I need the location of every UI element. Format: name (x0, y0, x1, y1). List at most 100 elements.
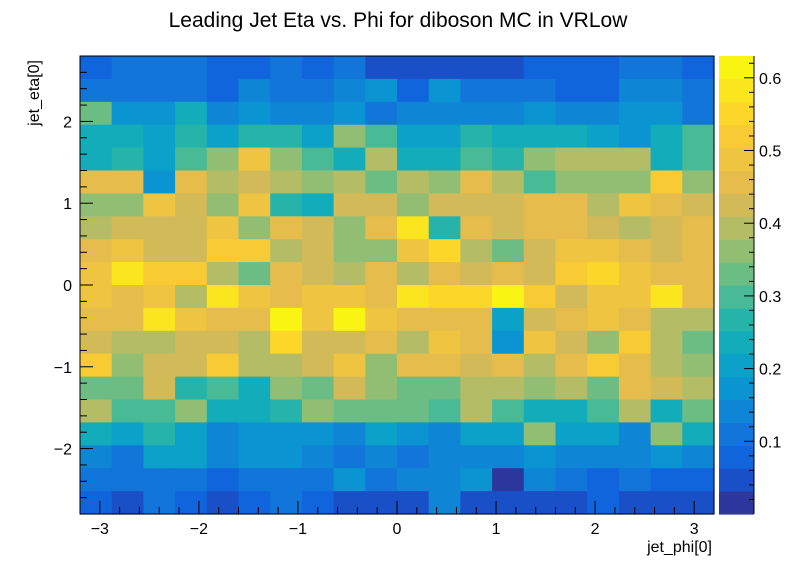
palette-swatch (719, 147, 754, 172)
heatmap-cell (397, 399, 430, 423)
heatmap-cell (555, 262, 588, 286)
heatmap-cell (397, 353, 430, 378)
palette-swatch (719, 422, 754, 446)
heatmap-cell (523, 193, 557, 217)
heatmap-cell (397, 422, 430, 446)
palette-swatch (719, 262, 754, 286)
heatmap-cell (555, 193, 588, 217)
heatmap-cell (555, 330, 588, 355)
palette-tick-label: 0.5 (759, 144, 781, 161)
heatmap-cell (428, 262, 461, 286)
heatmap-cell (523, 216, 557, 240)
heatmap-cell (428, 124, 461, 149)
heatmap-cell (206, 262, 240, 286)
x-tick-label: 2 (591, 521, 600, 538)
heatmap-cell (270, 124, 303, 149)
heatmap-cell (80, 353, 113, 378)
heatmap-cell (555, 376, 588, 401)
heatmap-cell (111, 78, 144, 103)
heatmap-cell (587, 193, 620, 217)
heatmap-cell (143, 445, 176, 469)
heatmap-cell (492, 193, 525, 217)
heatmap-cell (111, 262, 144, 286)
heatmap-cell (460, 101, 493, 126)
heatmap-cell (650, 353, 683, 378)
heatmap-cell (587, 56, 620, 80)
heatmap-cell (143, 56, 176, 80)
heatmap-cell (365, 78, 398, 103)
heatmap-cell (428, 376, 461, 401)
heatmap-cell (523, 124, 557, 149)
heatmap-cell (460, 124, 493, 149)
heatmap-cell (460, 285, 493, 309)
heatmap-cell (397, 285, 430, 309)
heatmap-cell (618, 216, 652, 240)
heatmap-cell (492, 147, 525, 172)
heatmap-cell (238, 307, 271, 332)
heatmap-cell (650, 216, 683, 240)
heatmap-cell (492, 124, 525, 149)
heatmap-cell (270, 147, 303, 172)
palette-swatch (719, 445, 754, 469)
heatmap-cell (206, 376, 240, 401)
heatmap-cell (587, 330, 620, 355)
heatmap-cell (365, 101, 398, 126)
heatmap-cell (175, 307, 208, 332)
heatmap-cell (587, 170, 620, 194)
heatmap-cell (238, 262, 271, 286)
heatmap-cell (428, 216, 461, 240)
palette-tick-label: 0.1 (759, 434, 781, 451)
heatmap-cell (365, 353, 398, 378)
heatmap-cell (206, 239, 240, 263)
heatmap-cell (238, 78, 271, 103)
heatmap-cell (523, 56, 557, 80)
heatmap-cell (238, 216, 271, 240)
heatmap-cell (270, 239, 303, 263)
heatmap-cell (682, 376, 715, 401)
heatmap-cell (175, 468, 208, 492)
heatmap-cell (650, 147, 683, 172)
heatmap-cell (175, 56, 208, 80)
heatmap-cell (523, 170, 557, 194)
heatmap-cell (206, 353, 240, 378)
heatmap-cell (618, 285, 652, 309)
heatmap-cell (80, 445, 113, 469)
heatmap-cell (111, 101, 144, 126)
heatmap-cell (365, 330, 398, 355)
heatmap-cell (492, 399, 525, 423)
heatmap-cell (143, 468, 176, 492)
heatmap-cell (523, 239, 557, 263)
heatmap-cell (397, 491, 430, 515)
heatmap-cell (682, 147, 715, 172)
heatmap-cell (460, 262, 493, 286)
heatmap-cell (618, 56, 652, 80)
heatmap-cell (650, 307, 683, 332)
heatmap-cell (460, 78, 493, 103)
heatmap-cell (555, 101, 588, 126)
heatmap-cell (650, 101, 683, 126)
heatmap-cell (587, 285, 620, 309)
heatmap-cell (301, 147, 335, 172)
heatmap-cell (175, 193, 208, 217)
heatmap-cell (270, 307, 303, 332)
palette-swatch (719, 170, 754, 194)
heatmap-cell (365, 285, 398, 309)
heatmap-cell (650, 422, 683, 446)
heatmap-cell (618, 422, 652, 446)
heatmap-cell (333, 78, 366, 103)
heatmap-cell (270, 285, 303, 309)
heatmap-cell (397, 78, 430, 103)
heatmap-cell (80, 376, 113, 401)
heatmap-cell (333, 491, 366, 515)
heatmap-cell (682, 170, 715, 194)
heatmap-cell (682, 56, 715, 80)
heatmap-cell (80, 307, 113, 332)
heatmap-cell (270, 78, 303, 103)
heatmap-cell (333, 422, 366, 446)
heatmap-cell (238, 330, 271, 355)
heatmap-cell (111, 353, 144, 378)
heatmap-cell (460, 422, 493, 446)
heatmap-cell (587, 78, 620, 103)
heatmap-cell (682, 422, 715, 446)
heatmap-cell (428, 285, 461, 309)
